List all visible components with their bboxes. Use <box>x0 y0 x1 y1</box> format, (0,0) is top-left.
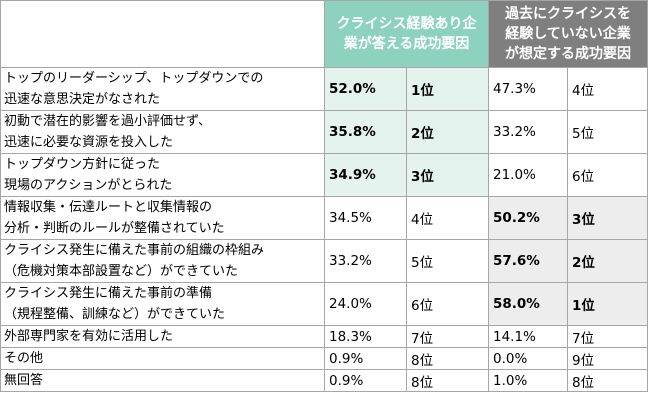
table-row: 無回答 0.9% 8位 1.0% 8位 <box>0 369 648 392</box>
header-not-experienced: 過去にクライシスを 経験していない企業 が想定する成功要因 <box>488 0 648 68</box>
row-item: クライシス発生に備えた事前の準備 （規程整備、訓練など）ができていた <box>0 282 325 326</box>
row-item: クライシス発生に備えた事前の組織の枠組み （危機対策本部設置など）ができていた <box>0 239 325 283</box>
experienced-rank: 8位 <box>406 369 489 392</box>
not-experienced-rank: 2位 <box>567 239 648 283</box>
experienced-percent: 18.3% <box>324 325 407 348</box>
success-factors-table: クライシス経験あり企 業が答える成功要因 過去にクライシスを 経験していない企業… <box>0 0 648 392</box>
row-item: 無回答 <box>0 369 325 392</box>
table-row: トップダウン方針に従った 現場のアクションがとられた 34.9% 3位 21.0… <box>0 153 648 197</box>
not-experienced-percent: 14.1% <box>488 325 568 348</box>
row-item: トップのリーダーシップ、トップダウンでの 迅速な意思決定がなされた <box>0 67 325 111</box>
row-item-line: 迅速な意思決定がなされた <box>4 92 161 107</box>
not-experienced-percent: 50.2% <box>488 196 568 240</box>
experienced-percent: 35.8% <box>324 110 407 154</box>
experienced-percent: 34.9% <box>324 153 407 197</box>
row-item-line: （危機対策本部設置など）ができていた <box>4 264 239 279</box>
table-row: 初動で潜在的影響を過小評価せず、 迅速に必要な資源を投入した 35.8% 2位 … <box>0 110 648 154</box>
not-experienced-rank: 7位 <box>567 325 648 348</box>
not-experienced-percent: 57.6% <box>488 239 568 283</box>
header-row: クライシス経験あり企 業が答える成功要因 過去にクライシスを 経験していない企業… <box>0 0 648 68</box>
row-item: 情報収集・伝達ルートと収集情報の 分析・判断のルールが整備されていた <box>0 196 325 240</box>
not-experienced-rank: 6位 <box>567 153 648 197</box>
row-item-line: クライシス発生に備えた事前の組織の枠組み <box>4 243 265 258</box>
row-item-line: 無回答 <box>4 373 44 388</box>
table-row: その他 0.9% 8位 0.0% 9位 <box>0 347 648 370</box>
header-not-experienced-line: 過去にクライシスを <box>505 6 631 22</box>
row-item-line: 迅速に必要な資源を投入した <box>4 135 174 150</box>
not-experienced-percent: 0.0% <box>488 347 568 370</box>
row-item: 初動で潜在的影響を過小評価せず、 迅速に必要な資源を投入した <box>0 110 325 154</box>
header-experienced: クライシス経験あり企 業が答える成功要因 <box>324 0 489 68</box>
header-blank-cell <box>0 0 325 68</box>
experienced-rank: 7位 <box>406 325 489 348</box>
experienced-rank: 5位 <box>406 239 489 283</box>
not-experienced-percent: 47.3% <box>488 67 568 111</box>
not-experienced-percent: 1.0% <box>488 369 568 392</box>
table-row: トップのリーダーシップ、トップダウンでの 迅速な意思決定がなされた 52.0% … <box>0 67 648 111</box>
header-experienced-line: クライシス経験あり企 <box>336 16 477 32</box>
experienced-percent: 33.2% <box>324 239 407 283</box>
experienced-percent: 0.9% <box>324 369 407 392</box>
not-experienced-rank: 4位 <box>567 67 648 111</box>
header-experienced-line: 業が答える成功要因 <box>343 36 470 52</box>
experienced-rank: 2位 <box>406 110 489 154</box>
row-item-line: 初動で潜在的影響を過小評価せず、 <box>4 114 212 129</box>
row-item-line: 現場のアクションがとられた <box>4 178 173 193</box>
experienced-rank: 1位 <box>406 67 489 111</box>
experienced-rank: 8位 <box>406 347 489 370</box>
row-item: 外部専門家を有効に活用した <box>0 325 325 348</box>
table-row: クライシス発生に備えた事前の組織の枠組み （危機対策本部設置など）ができていた … <box>0 239 648 283</box>
row-item-line: トップダウン方針に従った <box>4 157 161 172</box>
header-not-experienced-line: 経験していない企業 <box>505 26 631 42</box>
row-item: トップダウン方針に従った 現場のアクションがとられた <box>0 153 325 197</box>
not-experienced-rank: 9位 <box>567 347 648 370</box>
row-item-line: （規程整備、訓練など）ができていた <box>4 307 226 322</box>
row-item-line: 外部専門家を有効に活用した <box>4 329 174 344</box>
row-item-line: 分析・判断のルールが整備されていた <box>4 221 225 236</box>
not-experienced-rank: 5位 <box>567 110 648 154</box>
experienced-percent: 34.5% <box>324 196 407 240</box>
table-row: クライシス発生に備えた事前の準備 （規程整備、訓練など）ができていた 24.0%… <box>0 282 648 326</box>
row-item-line: トップのリーダーシップ、トップダウンでの <box>4 71 264 86</box>
row-item-line: その他 <box>4 351 44 366</box>
experienced-rank: 4位 <box>406 196 489 240</box>
table-row: 外部専門家を有効に活用した 18.3% 7位 14.1% 7位 <box>0 325 648 348</box>
not-experienced-percent: 58.0% <box>488 282 568 326</box>
experienced-percent: 0.9% <box>324 347 407 370</box>
row-item-line: クライシス発生に備えた事前の準備 <box>4 286 213 301</box>
header-not-experienced-line: が想定する成功要因 <box>505 46 631 62</box>
not-experienced-rank: 8位 <box>567 369 648 392</box>
experienced-percent: 52.0% <box>324 67 407 111</box>
row-item: その他 <box>0 347 325 370</box>
not-experienced-percent: 21.0% <box>488 153 568 197</box>
not-experienced-rank: 3位 <box>567 196 648 240</box>
row-item-line: 情報収集・伝達ルートと収集情報の <box>4 200 213 215</box>
not-experienced-percent: 33.2% <box>488 110 568 154</box>
experienced-percent: 24.0% <box>324 282 407 326</box>
experienced-rank: 6位 <box>406 282 489 326</box>
not-experienced-rank: 1位 <box>567 282 648 326</box>
table-row: 情報収集・伝達ルートと収集情報の 分析・判断のルールが整備されていた 34.5%… <box>0 196 648 240</box>
experienced-rank: 3位 <box>406 153 489 197</box>
